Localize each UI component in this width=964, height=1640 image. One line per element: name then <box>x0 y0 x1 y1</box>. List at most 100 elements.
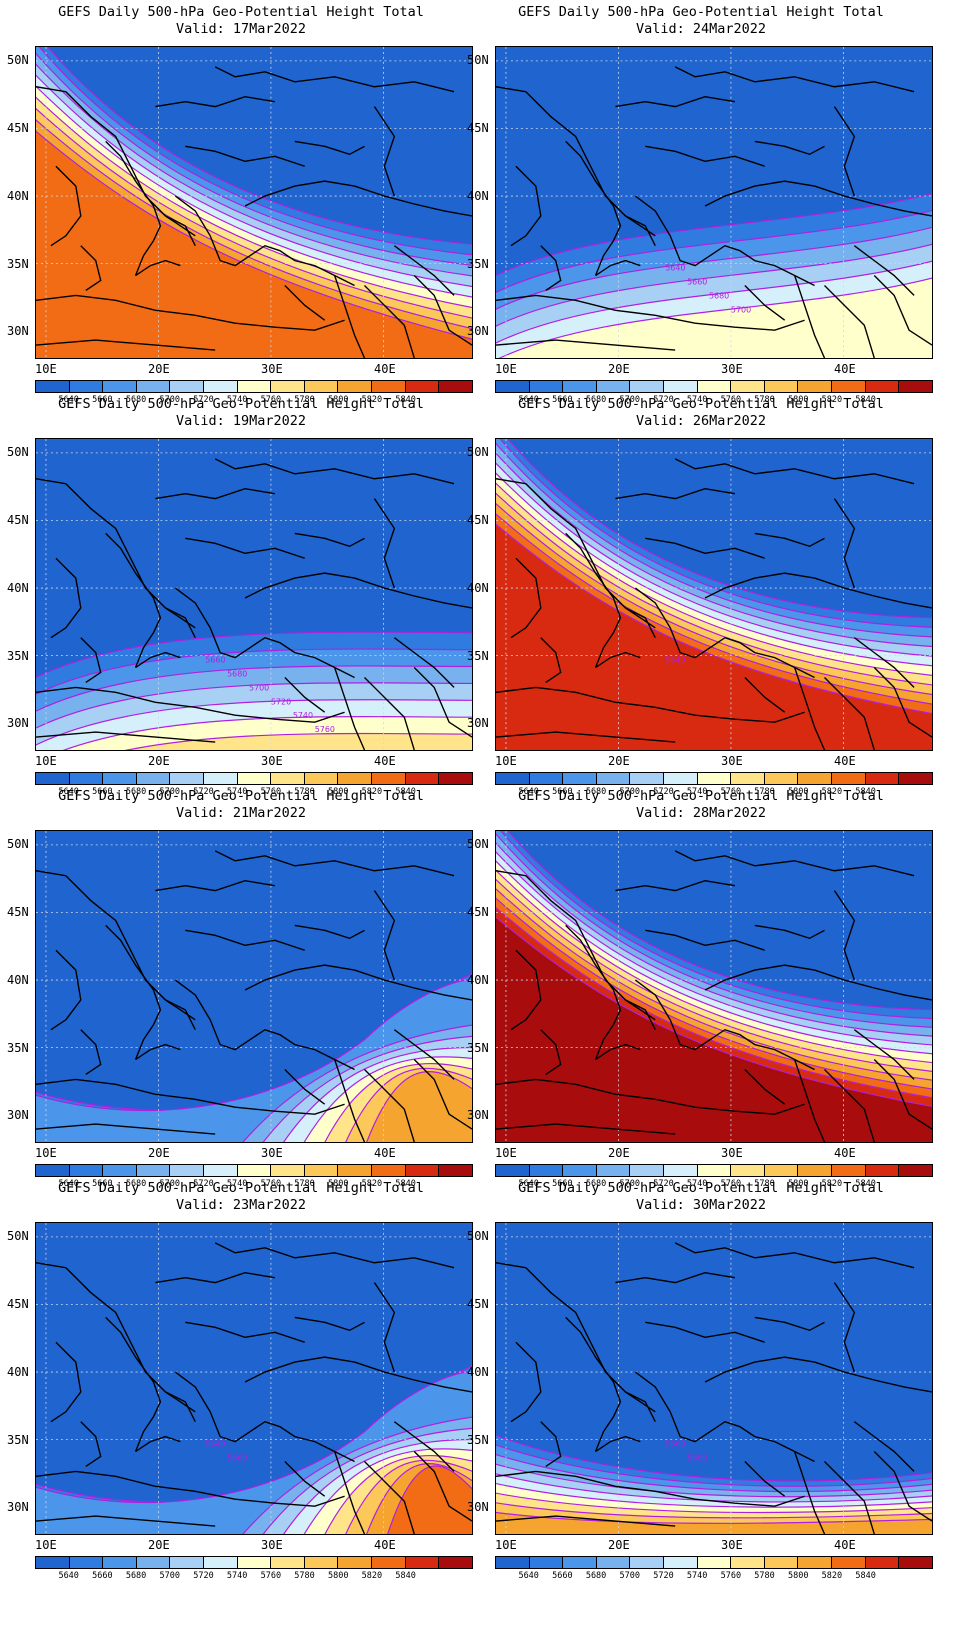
colorbar-swatch <box>304 1165 339 1176</box>
map-panel: GEFS Daily 500-hPa Geo-Potential Height … <box>460 392 942 802</box>
coastline-border <box>565 1316 622 1452</box>
colorbar-swatch <box>899 1165 932 1176</box>
colorbar-label: 5720 <box>193 1179 214 1189</box>
coastline-border <box>214 66 455 93</box>
coastline-border <box>853 245 915 296</box>
colorbar-label: 5840 <box>395 1179 416 1189</box>
coastline-border <box>165 999 196 1031</box>
colorbar-swatch <box>439 381 472 392</box>
coastline-border <box>105 924 162 1060</box>
colorbar-label: 5780 <box>294 787 315 797</box>
coastline-border <box>373 106 396 197</box>
longitude-tick-label: 40E <box>834 1146 856 1160</box>
coastline-border <box>704 964 932 1001</box>
coastline-border <box>793 275 826 358</box>
contour-label: 5660 <box>205 656 225 665</box>
colorbar-label: 5780 <box>294 1179 315 1189</box>
colorbar-swatch <box>731 1557 765 1568</box>
colorbar-label: 5760 <box>720 1571 742 1581</box>
colorbar-label: 5800 <box>787 787 809 797</box>
coastline-border <box>634 195 815 287</box>
longitude-tick-label: 40E <box>374 362 396 376</box>
coastline-border <box>873 1059 932 1130</box>
coastline-border <box>793 667 826 750</box>
latitude-tick-label: 50N <box>7 1229 29 1243</box>
colorbar-label: 5680 <box>125 1179 147 1189</box>
colorbar-label: 5780 <box>754 1571 775 1581</box>
colorbar-swatch <box>237 1165 272 1176</box>
coastline-border <box>510 949 542 1031</box>
coastline-border <box>615 487 736 500</box>
longitude-tick-label: 10E <box>495 1538 517 1552</box>
colorbar-label: 5780 <box>754 787 775 797</box>
colorbar-swatch <box>237 381 272 392</box>
coastline-border <box>645 537 765 559</box>
colorbar-label: 5820 <box>361 1571 383 1581</box>
coastline-border <box>174 979 355 1071</box>
panel-title: GEFS Daily 500-hPa Geo-Potential Height … <box>518 1180 884 1196</box>
panel-title: GEFS Daily 500-hPa Geo-Potential Height … <box>58 4 424 20</box>
colorbar <box>35 380 473 393</box>
colorbar-swatch <box>304 1557 339 1568</box>
coastline-border <box>754 1316 825 1332</box>
coastline-border <box>496 1123 676 1135</box>
colorbar-label: 5800 <box>787 1179 809 1189</box>
colorbar-swatch <box>630 1557 665 1568</box>
coastline-border <box>36 1123 216 1135</box>
coastline-border <box>824 676 875 750</box>
coastline-border <box>674 850 915 877</box>
map-panel: GEFS Daily 500-hPa Geo-Potential Height … <box>0 1176 482 1586</box>
colorbar-label: 5740 <box>686 787 708 797</box>
colorbar <box>35 772 473 785</box>
colorbar-swatch <box>496 773 530 784</box>
height-band <box>496 1511 932 1534</box>
panel-valid-date: Valid: 23Mar2022 <box>175 1197 307 1213</box>
colorbar-label: 5700 <box>619 1571 641 1581</box>
colorbar-label: 5640 <box>518 395 539 405</box>
colorbar-label: 5820 <box>821 787 843 797</box>
colorbar-label: 5740 <box>686 395 708 405</box>
coastline-border <box>36 1470 345 1507</box>
map-area: 5640 <box>495 438 933 751</box>
colorbar-label: 5720 <box>193 395 214 405</box>
colorbar-label: 5700 <box>619 395 641 405</box>
map-panel: GEFS Daily 500-hPa Geo-Potential Height … <box>460 1176 942 1586</box>
coastline-border <box>36 478 196 629</box>
colorbar <box>35 1556 473 1569</box>
contour-label: 5680 <box>709 291 729 300</box>
coastline-border <box>80 637 102 684</box>
panel-title: GEFS Daily 500-hPa Geo-Potential Height … <box>58 1180 424 1196</box>
latitude-tick-label: 50N <box>7 445 29 459</box>
latitude-tick-label: 40N <box>7 189 29 203</box>
coastline-border <box>105 532 162 668</box>
colorbar-swatch <box>798 381 833 392</box>
colorbar-label: 5820 <box>361 1179 383 1189</box>
colorbar-label: 5780 <box>754 1179 775 1189</box>
height-band <box>366 1071 472 1142</box>
coastline-border <box>294 924 365 940</box>
coastline-border <box>50 1341 82 1423</box>
colorbar-swatch <box>630 381 665 392</box>
colorbar-swatch <box>439 773 472 784</box>
coastline-border <box>364 284 415 358</box>
colorbar-label: 5820 <box>821 395 843 405</box>
coastline-border <box>615 95 736 108</box>
panel-title: GEFS Daily 500-hPa Geo-Potential Height … <box>518 396 884 412</box>
colorbar-swatch <box>832 1557 866 1568</box>
coastline-border <box>853 1421 915 1472</box>
coastline-border <box>50 557 82 639</box>
height-band <box>36 130 472 358</box>
coastline-border <box>294 532 365 548</box>
coastline-border <box>496 1262 656 1413</box>
colorbar-swatch <box>697 1557 732 1568</box>
map-area: 5660 5680 5700 5720 5740 5760 <box>35 438 473 751</box>
colorbar-label: 5660 <box>92 1179 113 1189</box>
map-panel: GEFS Daily 500-hPa Geo-Potential Height … <box>0 0 482 410</box>
coastline-border <box>540 1029 562 1076</box>
coastline-border <box>873 667 932 738</box>
longitude-tick-label: 40E <box>374 754 396 768</box>
latitude-tick-label: 45N <box>7 513 29 527</box>
coastline-border <box>496 686 805 723</box>
longitude-tick-label: 20E <box>148 1146 170 1160</box>
